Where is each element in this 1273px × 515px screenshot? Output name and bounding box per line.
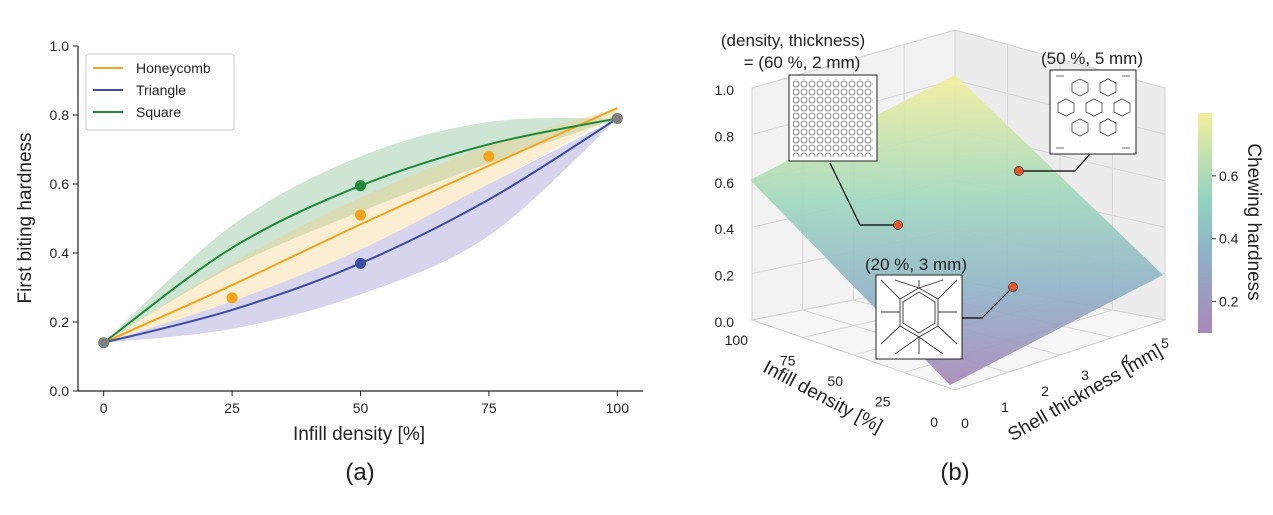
legend-label-square: Square [136, 104, 181, 120]
series-line-honeycomb [103, 107, 618, 344]
data-points [98, 112, 623, 349]
infill-tick-label-b: 50 [827, 373, 843, 389]
pattern-thumbnail-medium [1049, 69, 1137, 155]
infill-tick-label-b: 75 [780, 353, 796, 369]
colorbar-gradient [1198, 113, 1212, 333]
endpoint-0 [98, 337, 110, 349]
panel-a: 0.0 0.2 0.4 0.6 0.8 1.0 0 25 50 75 100 Honeycomb T… [15, 38, 643, 486]
endpoint-1 [611, 112, 623, 124]
marker-20-3 [1008, 282, 1018, 292]
annotation-label-50-5: (50 %, 5 mm) [1041, 49, 1143, 68]
shell-tick-label-b: 1 [1001, 399, 1009, 415]
annotation-60-2: (density, thickness) = (60 %, 2 mm) [721, 31, 903, 230]
infill-tick-label-b: 25 [875, 394, 891, 410]
y-axis-label-a: First biting hardness [15, 132, 36, 303]
colorbar-tick-label: 0.2 [1219, 294, 1239, 310]
annotation-50-5: (50 %, 5 mm) [1014, 49, 1143, 176]
annotation-label-20-3: (20 %, 3 mm) [865, 255, 967, 274]
colorbar-label: Chewing hardness [1243, 143, 1264, 300]
annotation-label-60-2-line2: = (60 %, 2 mm) [744, 53, 861, 72]
marker-60-2 [893, 220, 903, 230]
y-tick-label-a: 0.8 [50, 107, 70, 123]
data-point-honeycomb-0 [226, 292, 238, 304]
y-tick-label-a: 0.6 [50, 176, 70, 192]
legend-label-triangle: Triangle [136, 82, 186, 98]
colorbar: 0.2 0.4 0.6 Chewing hardness [1198, 113, 1264, 333]
z-tick-label-b: 0.2 [715, 268, 735, 284]
shell-tick-label-b: 0 [961, 415, 969, 431]
shell-tick-label-b: 3 [1081, 367, 1089, 383]
x-tick-label-a: 75 [481, 400, 497, 416]
panel-b: 0.00.20.40.60.81.010075502500123456 Infi… [715, 29, 1264, 486]
shell-tick-label-b: 4 [1121, 351, 1129, 367]
leader-line-20-3 [962, 287, 1013, 319]
x-axis-label-b: Infill density [%] [759, 357, 885, 438]
y-tick-label-a: 0.4 [50, 245, 70, 261]
legend-label-honeycomb: Honeycomb [136, 60, 211, 76]
annotation-label-60-2-line1: (density, thickness) [721, 31, 865, 50]
z-tick-label-b: 0.0 [715, 314, 735, 330]
colorbar-tick-label: 0.6 [1219, 168, 1239, 184]
axes-a: 0.0 0.2 0.4 0.6 0.8 1.0 0 25 50 75 100 [50, 38, 643, 416]
x-tick-label-a: 0 [100, 400, 108, 416]
caption-a: (a) [345, 459, 374, 486]
caption-b: (b) [940, 459, 969, 486]
fine-honeycomb-pattern [793, 79, 873, 157]
leader-line-50-5 [1020, 153, 1091, 172]
infill-tick-label-b: 0 [930, 414, 938, 430]
data-point-honeycomb-1 [355, 209, 366, 221]
colorbar-tick-label: 0.4 [1219, 231, 1239, 247]
colorbar-ticks: 0.2 0.4 0.6 [1212, 168, 1239, 310]
z-tick-label-b: 1.0 [715, 82, 735, 98]
x-tick-label-a: 25 [224, 400, 240, 416]
x-axis-label-a: Infill density [%] [293, 424, 425, 445]
x-tick-label-a: 50 [353, 400, 369, 416]
z-tick-label-b: 0.8 [715, 128, 735, 144]
shell-tick-label-b: 5 [1161, 335, 1169, 351]
infill-tick-label-b: 100 [725, 332, 749, 348]
data-point-honeycomb-2 [483, 150, 495, 162]
z-tick-label-b: 0.4 [715, 221, 735, 237]
x-tick-label-a: 100 [606, 400, 630, 416]
ticks-3d: 0.00.20.40.60.81.010075502500123456 [715, 82, 1210, 431]
coarse-honeycomb-pattern [880, 279, 958, 355]
band-square [103, 118, 618, 343]
y-tick-label-a: 1.0 [50, 38, 70, 54]
annotation-20-3: (20 %, 3 mm) [865, 255, 1018, 360]
data-point-square-0 [355, 180, 366, 192]
leader-line-60-2 [829, 162, 897, 226]
legend: Honeycomb Triangle Square [85, 53, 235, 131]
marker-50-5 [1014, 166, 1024, 176]
data-point-triangle-0 [355, 257, 366, 269]
y-tick-label-a: 0.0 [50, 383, 70, 399]
z-grid-line [751, 29, 1166, 89]
series-lines [103, 107, 618, 344]
y-tick-label-a: 0.2 [50, 314, 70, 330]
z-tick-label-b: 0.6 [715, 175, 735, 191]
shell-tick-label-b: 2 [1041, 383, 1049, 399]
medium-honeycomb-pattern [1056, 75, 1131, 149]
